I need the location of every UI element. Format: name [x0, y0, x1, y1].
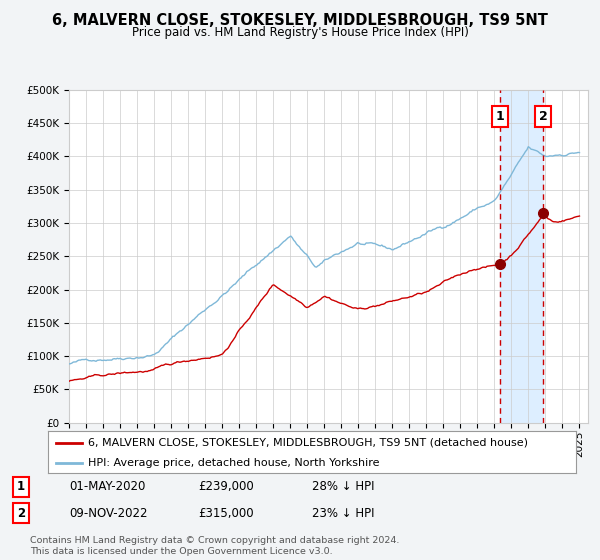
- Text: 1: 1: [496, 110, 505, 123]
- Text: 28% ↓ HPI: 28% ↓ HPI: [312, 480, 374, 493]
- Text: 01-MAY-2020: 01-MAY-2020: [69, 480, 145, 493]
- Text: 2: 2: [17, 507, 25, 520]
- Text: 23% ↓ HPI: 23% ↓ HPI: [312, 507, 374, 520]
- Text: 6, MALVERN CLOSE, STOKESLEY, MIDDLESBROUGH, TS9 5NT: 6, MALVERN CLOSE, STOKESLEY, MIDDLESBROU…: [52, 13, 548, 27]
- Text: £315,000: £315,000: [198, 507, 254, 520]
- Text: Contains HM Land Registry data © Crown copyright and database right 2024.
This d: Contains HM Land Registry data © Crown c…: [30, 536, 400, 556]
- Text: 09-NOV-2022: 09-NOV-2022: [69, 507, 148, 520]
- Text: 6, MALVERN CLOSE, STOKESLEY, MIDDLESBROUGH, TS9 5NT (detached house): 6, MALVERN CLOSE, STOKESLEY, MIDDLESBROU…: [88, 437, 527, 447]
- Text: £239,000: £239,000: [198, 480, 254, 493]
- Bar: [500, 90, 543, 423]
- Text: 2: 2: [539, 110, 547, 123]
- Text: Price paid vs. HM Land Registry's House Price Index (HPI): Price paid vs. HM Land Registry's House …: [131, 26, 469, 39]
- Text: HPI: Average price, detached house, North Yorkshire: HPI: Average price, detached house, Nort…: [88, 458, 379, 468]
- Text: 1: 1: [17, 480, 25, 493]
